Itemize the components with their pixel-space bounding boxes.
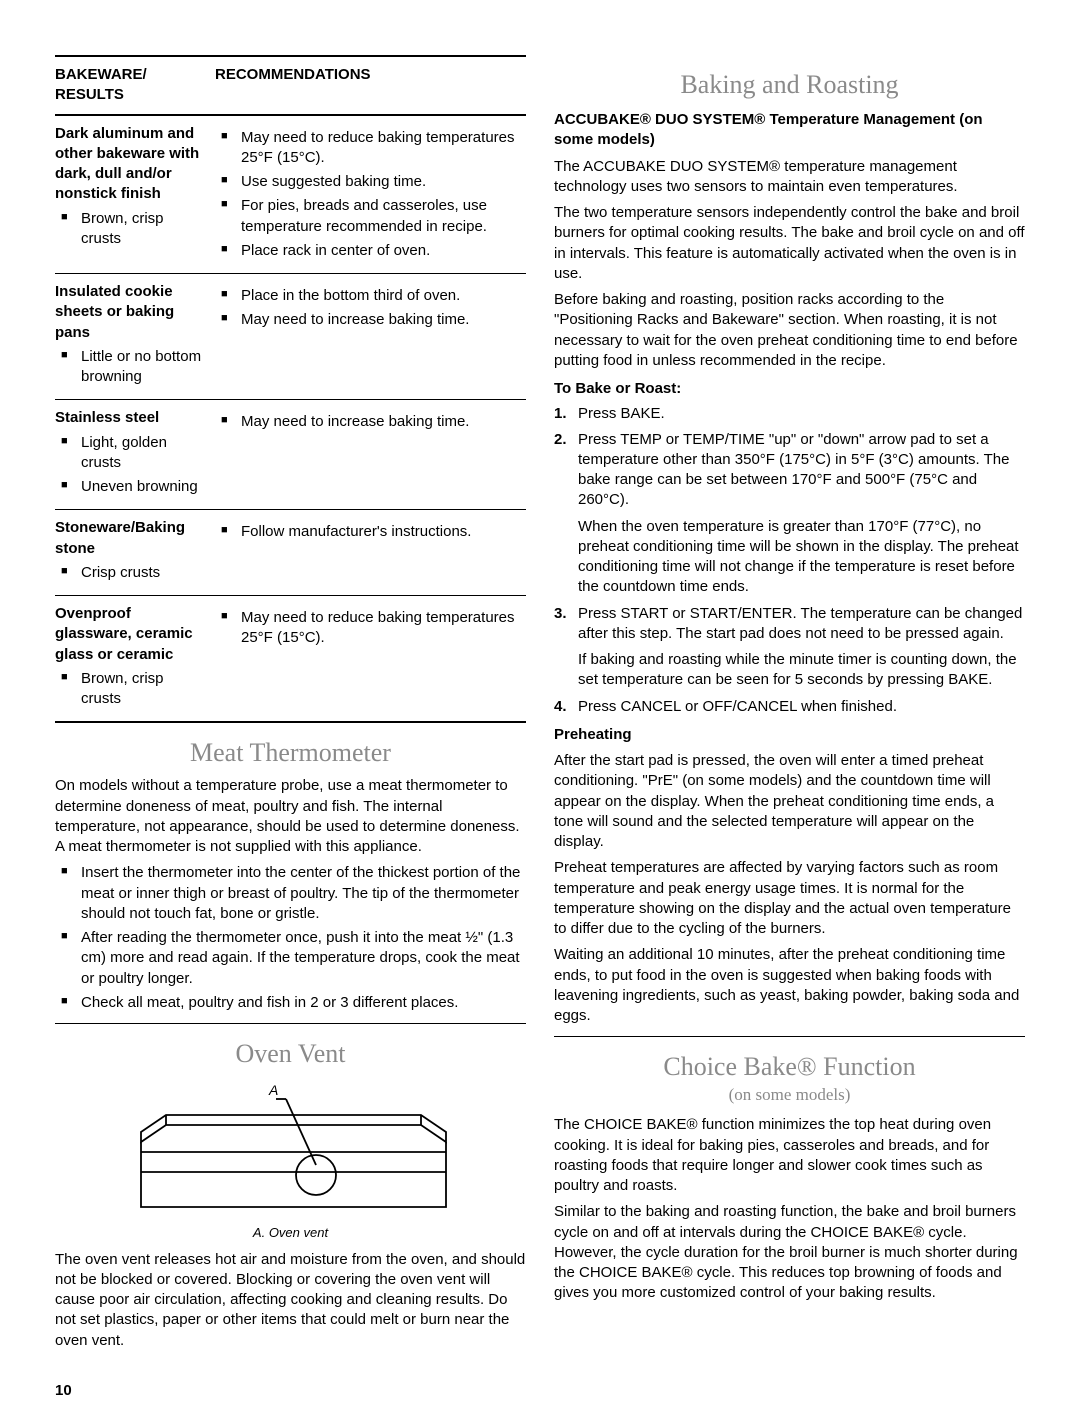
step-num: 4. — [554, 697, 567, 717]
page-number: 10 — [55, 1381, 526, 1401]
bakeware-result: Brown, crisp crusts — [55, 209, 205, 250]
choice-p1: The CHOICE BAKE® function minimizes the … — [554, 1115, 1025, 1196]
bake-step: 4. Press CANCEL or OFF/CANCEL when finis… — [554, 697, 1025, 717]
bake-step: 3. Press START or START/ENTER. The tempe… — [554, 604, 1025, 691]
bakeware-row: Stainless steel Light, golden crusts Une… — [55, 400, 526, 510]
bakeware-rec: Place rack in center of oven. — [215, 241, 526, 261]
bake-step: 1. Press BAKE. — [554, 404, 1025, 424]
bakeware-rec: Follow manufacturer's instructions. — [215, 522, 526, 542]
bake-steps: 1. Press BAKE. 2. Press TEMP or TEMP/TIM… — [554, 404, 1025, 717]
oven-vent-diagram: A — [121, 1077, 461, 1222]
bakeware-result: Little or no bottom browning — [55, 347, 205, 388]
oven-vent-para: The oven vent releases hot air and moist… — [55, 1250, 526, 1351]
step-extra: If baking and roasting while the minute … — [578, 650, 1025, 691]
bakeware-result: Crisp crusts — [55, 563, 205, 583]
baking-roasting-title: Baking and Roasting — [554, 67, 1025, 102]
step-num: 2. — [554, 430, 567, 450]
meat-bullet: Insert the thermometer into the center o… — [55, 863, 526, 924]
left-column: BAKEWARE/ RESULTS RECOMMENDATIONS Dark a… — [55, 55, 526, 1401]
bakeware-rec: Place in the bottom third of oven. — [215, 286, 526, 306]
bakeware-rec: Use suggested baking time. — [215, 172, 526, 192]
step-text: Press BAKE. — [578, 405, 665, 422]
bakeware-head-col1: BAKEWARE/ RESULTS — [55, 65, 215, 106]
preheat-p1: After the start pad is pressed, the oven… — [554, 751, 1025, 852]
step-text: Press CANCEL or OFF/CANCEL when finished… — [578, 698, 897, 715]
choice-bake-title: Choice Bake® Function — [554, 1049, 1025, 1084]
step-text: Press START or START/ENTER. The temperat… — [578, 605, 1022, 642]
bakeware-table: BAKEWARE/ RESULTS RECOMMENDATIONS Dark a… — [55, 55, 526, 723]
step-num: 1. — [554, 404, 567, 424]
right-column: Baking and Roasting ACCUBAKE® DUO SYSTEM… — [554, 55, 1025, 1401]
bakeware-row: Insulated cookie sheets or baking pans L… — [55, 274, 526, 400]
preheat-p3: Waiting an additional 10 minutes, after … — [554, 945, 1025, 1026]
bakeware-title: Stoneware/Baking stone — [55, 518, 205, 559]
bakeware-rec: May need to increase baking time. — [215, 412, 526, 432]
divider — [55, 1023, 526, 1024]
bakeware-title: Insulated cookie sheets or baking pans — [55, 282, 205, 343]
bakeware-result: Brown, crisp crusts — [55, 669, 205, 710]
divider — [554, 1036, 1025, 1037]
bakeware-head-col2: RECOMMENDATIONS — [215, 65, 526, 106]
step-text: Press TEMP or TEMP/TIME "up" or "down" a… — [578, 431, 1009, 509]
bakeware-table-head: BAKEWARE/ RESULTS RECOMMENDATIONS — [55, 57, 526, 116]
choice-p2: Similar to the baking and roasting funct… — [554, 1202, 1025, 1303]
accubake-head: ACCUBAKE® DUO SYSTEM® Temperature Manage… — [554, 110, 1025, 151]
bakeware-rec: For pies, breads and casseroles, use tem… — [215, 196, 526, 237]
vent-label-a: A — [268, 1082, 278, 1098]
oven-vent-caption: A. Oven vent — [55, 1224, 526, 1242]
preheating-head: Preheating — [554, 725, 1025, 745]
bakeware-rec: May need to reduce baking temperatures 2… — [215, 608, 526, 649]
preheat-p2: Preheat temperatures are affected by var… — [554, 858, 1025, 939]
baking-p3: Before baking and roasting, position rac… — [554, 290, 1025, 371]
oven-vent-title: Oven Vent — [55, 1036, 526, 1071]
baking-p2: The two temperature sensors independentl… — [554, 203, 1025, 284]
bakeware-row: Ovenproof glassware, ceramic glass or ce… — [55, 596, 526, 723]
choice-bake-subtitle: (on some models) — [554, 1084, 1025, 1107]
bakeware-row: Dark aluminum and other bakeware with da… — [55, 116, 526, 275]
bakeware-title: Ovenproof glassware, ceramic glass or ce… — [55, 604, 205, 665]
bake-step: 2. Press TEMP or TEMP/TIME "up" or "down… — [554, 430, 1025, 598]
meat-thermometer-title: Meat Thermometer — [55, 735, 526, 770]
bakeware-rec: May need to reduce baking temperatures 2… — [215, 128, 526, 169]
bakeware-title: Dark aluminum and other bakeware with da… — [55, 124, 205, 205]
meat-intro: On models without a temperature probe, u… — [55, 776, 526, 857]
baking-p1: The ACCUBAKE DUO SYSTEM® temperature man… — [554, 157, 1025, 198]
meat-bullet: Check all meat, poultry and fish in 2 or… — [55, 993, 526, 1013]
bakeware-row: Stoneware/Baking stone Crisp crusts Foll… — [55, 510, 526, 596]
bakeware-result: Uneven browning — [55, 477, 205, 497]
bakeware-rec: May need to increase baking time. — [215, 310, 526, 330]
step-num: 3. — [554, 604, 567, 624]
page: BAKEWARE/ RESULTS RECOMMENDATIONS Dark a… — [55, 55, 1025, 1401]
to-bake-head: To Bake or Roast: — [554, 379, 1025, 399]
meat-bullet: After reading the thermometer once, push… — [55, 928, 526, 989]
bakeware-result: Light, golden crusts — [55, 433, 205, 474]
step-extra: When the oven temperature is greater tha… — [578, 517, 1025, 598]
bakeware-title: Stainless steel — [55, 408, 205, 428]
